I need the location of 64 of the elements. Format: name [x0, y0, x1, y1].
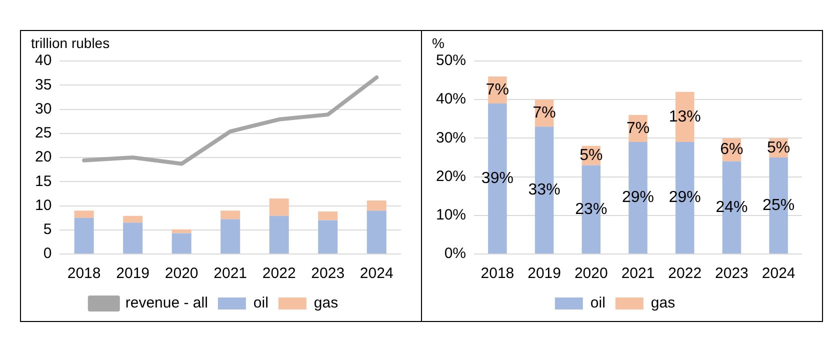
data-label: 29% [622, 189, 654, 206]
y-tick-label: 0% [444, 245, 466, 262]
data-label: 25% [762, 196, 795, 214]
x-tick-label: 2022 [668, 265, 702, 282]
x-tick-label: 2023 [715, 265, 748, 282]
data-label: 39% [481, 170, 514, 187]
x-tick-label: 2024 [762, 265, 796, 282]
data-label: 5% [767, 139, 790, 156]
data-label: 7% [626, 120, 650, 137]
bar [123, 222, 143, 254]
bar [74, 210, 94, 218]
bar [318, 220, 338, 254]
y-tick-label: 10% [436, 206, 466, 224]
y-axis-title: trillion rubles [31, 34, 110, 51]
x-tick-label: 2019 [528, 265, 561, 282]
data-label: 7% [532, 104, 556, 122]
x-tick-label: 2021 [621, 265, 655, 282]
legend-label: oil [590, 294, 606, 312]
y-tick-label: 25 [34, 124, 52, 142]
data-label: 7% [486, 81, 510, 98]
bar [123, 216, 143, 223]
y-tick-label: 30 [34, 100, 52, 118]
x-tick-label: 2021 [214, 265, 248, 282]
y-tick-label: 40% [436, 90, 466, 108]
y-tick-label: 35 [34, 76, 52, 94]
bar [318, 212, 338, 220]
x-tick-label: 2020 [164, 265, 198, 282]
bar [220, 210, 240, 220]
legend-label: gas [314, 294, 338, 312]
x-tick-label: 2019 [116, 265, 150, 282]
x-tick-label: 2024 [360, 265, 394, 282]
data-label: 23% [575, 200, 608, 218]
data-label: 5% [580, 146, 603, 164]
bar [172, 229, 192, 234]
x-tick-label: 2018 [480, 265, 514, 282]
y-axis-title: % [432, 34, 444, 51]
bar [220, 219, 240, 254]
data-label: 13% [668, 108, 701, 126]
data-label: 29% [668, 189, 701, 206]
legend-label: oil [253, 294, 268, 312]
bar [366, 210, 386, 254]
y-tick-label: 0 [43, 245, 52, 262]
y-tick-label: 20 [34, 148, 52, 166]
bar [366, 200, 386, 211]
bar [74, 218, 94, 254]
legend-label: gas [650, 294, 676, 312]
data-label: 24% [716, 198, 748, 216]
bar [269, 198, 289, 216]
y-tick-label: 40 [34, 52, 52, 70]
y-tick-label: 15 [34, 172, 52, 190]
data-label: 6% [720, 141, 744, 158]
bar [172, 233, 192, 254]
y-tick-label: 50% [436, 52, 466, 70]
legend-label: revenue - all [125, 294, 208, 312]
x-tick-label: 2020 [574, 265, 608, 282]
x-tick-label: 2022 [262, 265, 296, 282]
y-tick-label: 10 [34, 196, 52, 214]
data-label: 33% [528, 181, 560, 198]
x-tick-label: 2023 [311, 265, 345, 282]
x-tick-label: 2018 [67, 265, 101, 282]
y-tick-label: 30% [436, 129, 466, 146]
bar [269, 216, 289, 254]
y-tick-label: 5 [43, 221, 52, 238]
y-tick-label: 20% [436, 168, 466, 185]
